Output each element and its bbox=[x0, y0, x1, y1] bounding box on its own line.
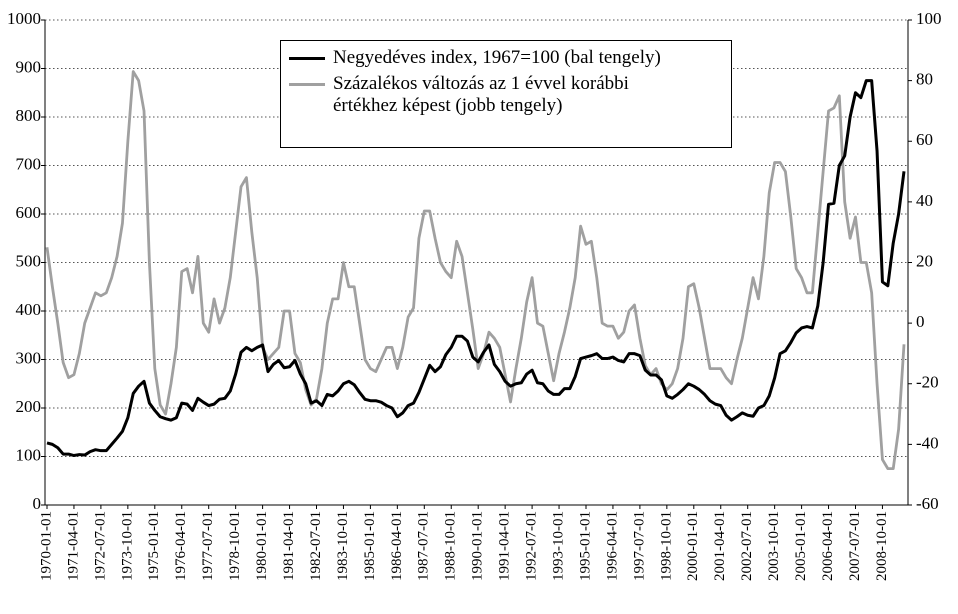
x-tick-label: 2008-10-01 bbox=[874, 511, 890, 581]
x-tick-label: 1997-07-01 bbox=[631, 511, 647, 581]
y-tick-label: 400 bbox=[16, 300, 42, 319]
y-tick-label: 200 bbox=[16, 397, 42, 416]
x-tick-label: 2006-04-01 bbox=[820, 511, 836, 581]
x-tick-label: 1973-10-01 bbox=[119, 511, 135, 581]
legend-swatch bbox=[289, 57, 325, 60]
y2-tick-label: 80 bbox=[916, 70, 933, 89]
x-tick-label: 1978-10-01 bbox=[227, 511, 243, 581]
x-tick-label: 1986-04-01 bbox=[389, 511, 405, 581]
x-tick-label: 2001-04-01 bbox=[712, 511, 728, 581]
x-tick-label: 1982-07-01 bbox=[308, 511, 324, 581]
x-tick-label: 1981-04-01 bbox=[281, 511, 297, 581]
x-tick-label: 1996-04-01 bbox=[604, 511, 620, 581]
x-tick-label: 1998-10-01 bbox=[658, 511, 674, 581]
y2-tick-label: 60 bbox=[916, 130, 933, 149]
x-tick-label: 1993-10-01 bbox=[550, 511, 566, 581]
x-tick-label: 1971-04-01 bbox=[65, 511, 81, 581]
x-tick-label: 1985-01-01 bbox=[362, 511, 378, 581]
y2-tick-label: -20 bbox=[916, 373, 939, 392]
y2-tick-label: 40 bbox=[916, 191, 933, 210]
x-tick-label: 1977-07-01 bbox=[200, 511, 216, 581]
x-tick-label: 1983-10-01 bbox=[335, 511, 351, 581]
x-tick-label: 1970-01-01 bbox=[38, 511, 54, 581]
x-tick-label: 1990-01-01 bbox=[470, 511, 486, 581]
series-line bbox=[45, 70, 906, 471]
y-tick-label: 600 bbox=[16, 203, 42, 222]
x-tick-label: 1975-01-01 bbox=[146, 511, 162, 581]
y-tick-label: 1000 bbox=[7, 9, 41, 28]
y2-tick-label: -60 bbox=[916, 494, 939, 513]
y-tick-label: 700 bbox=[16, 154, 42, 173]
x-tick-label: 2002-07-01 bbox=[739, 511, 755, 581]
y-tick-label: 300 bbox=[16, 348, 42, 367]
x-tick-label: 1980-01-01 bbox=[254, 511, 270, 581]
legend-item: Negyedéves index, 1967=100 (bal tengely) bbox=[289, 47, 723, 69]
series-line bbox=[46, 79, 906, 458]
x-tick-label: 1987-07-01 bbox=[416, 511, 432, 581]
x-tick-label: 2007-07-01 bbox=[847, 511, 863, 581]
x-tick-label: 1991-04-01 bbox=[497, 511, 513, 581]
legend-item: Százalékos változás az 1 évvel korábbi é… bbox=[289, 73, 723, 117]
y-tick-label: 900 bbox=[16, 57, 42, 76]
x-tick-label: 1995-01-01 bbox=[577, 511, 593, 581]
x-tick-label: 1976-04-01 bbox=[173, 511, 189, 581]
x-tick-label: 2000-01-01 bbox=[685, 511, 701, 581]
y2-tick-label: -40 bbox=[916, 433, 939, 452]
y-tick-label: 800 bbox=[16, 106, 42, 125]
x-tick-label: 1992-07-01 bbox=[524, 511, 540, 581]
y-tick-label: 100 bbox=[16, 445, 42, 464]
y2-tick-label: 100 bbox=[916, 9, 942, 28]
x-tick-label: 2005-01-01 bbox=[793, 511, 809, 581]
x-tick-label: 1972-07-01 bbox=[92, 511, 108, 581]
x-tick-label: 1988-10-01 bbox=[443, 511, 459, 581]
y-tick-label: 0 bbox=[33, 494, 42, 513]
y2-tick-label: 0 bbox=[916, 312, 925, 331]
legend-label: Negyedéves index, 1967=100 (bal tengely) bbox=[333, 47, 661, 68]
legend: Negyedéves index, 1967=100 (bal tengely)… bbox=[280, 40, 732, 148]
legend-label: Százalékos változás az 1 évvel korábbi é… bbox=[333, 73, 629, 116]
y-tick-label: 500 bbox=[16, 251, 42, 270]
y2-tick-label: 20 bbox=[916, 251, 933, 270]
x-tick-label: 2003-10-01 bbox=[766, 511, 782, 581]
legend-swatch bbox=[289, 83, 325, 86]
